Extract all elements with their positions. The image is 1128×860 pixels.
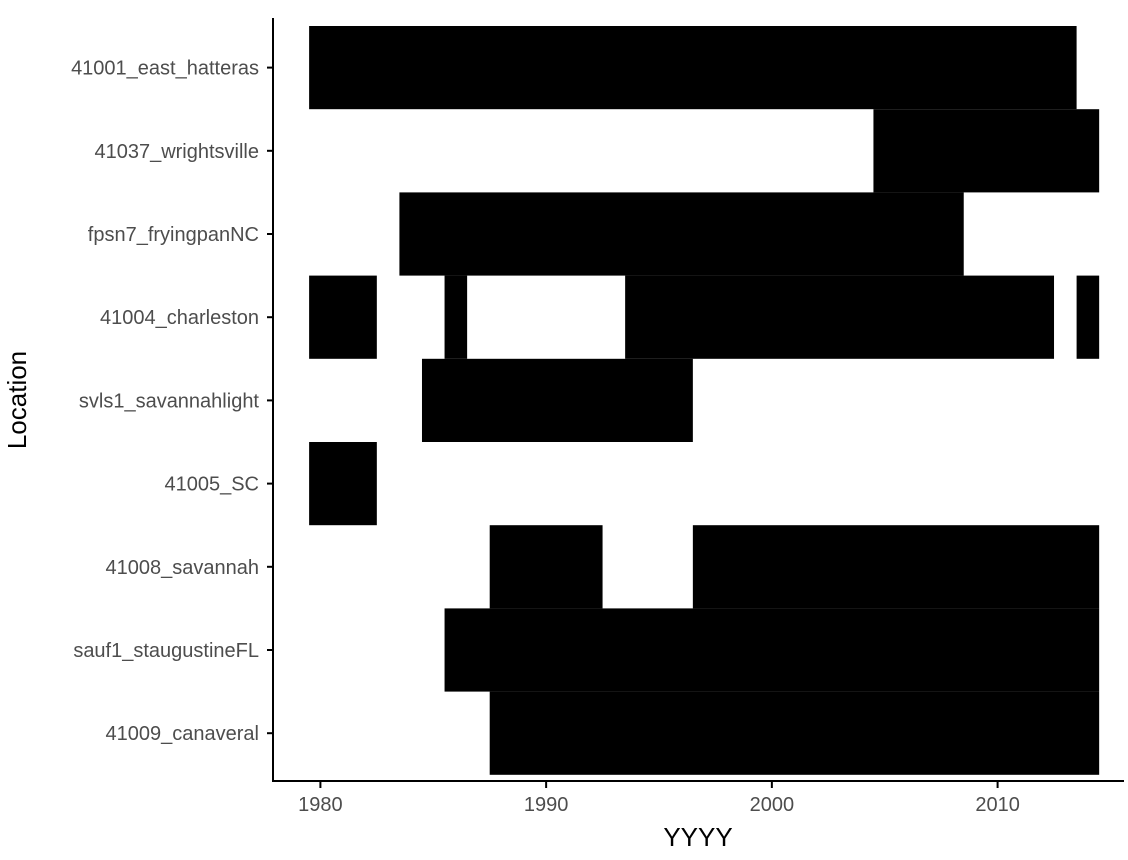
y-axis-ticks: 41001_east_hatteras 41037_wrightsvillefps… xyxy=(71,58,273,745)
bar-sauf1-staugustinefl-1 xyxy=(444,608,1100,692)
y-tick-label: 41004_charleston xyxy=(100,307,259,329)
y-tick-label: sauf1_staugustineFL xyxy=(73,640,259,662)
bar-41037-wrightsville-1 xyxy=(873,109,1100,193)
bar-41004-charleston-3 xyxy=(625,275,1055,359)
x-tick-label: 2010 xyxy=(975,794,1020,816)
y-axis-title: Location xyxy=(2,351,32,449)
bar-41004-charleston-4 xyxy=(1076,275,1100,359)
x-axis-ticks: 1980 1990 2000 2010 xyxy=(298,781,1020,816)
bar-41004-charleston-1 xyxy=(309,275,377,359)
y-tick-label: 41037_wrightsville xyxy=(94,141,259,163)
x-tick-label: 2000 xyxy=(750,794,795,816)
x-tick-label: 1980 xyxy=(298,794,343,816)
y-tick-label: 41009_canaveral xyxy=(106,723,259,745)
bar-svls1-savannahlight-1 xyxy=(421,358,693,442)
bar-41004-charleston-2 xyxy=(444,275,468,359)
bar-41008-savannah-2 xyxy=(692,525,1100,609)
y-tick-label: 41001_east_hatteras xyxy=(71,58,259,80)
bar-41009-canaveral-1 xyxy=(489,691,1100,775)
bar-41001-east-hatteras-1 xyxy=(309,26,1077,110)
bar-fpsn7-fryingpannc-1 xyxy=(399,192,964,276)
y-tick-label: fpsn7_fryingpanNC xyxy=(88,224,259,246)
y-tick-label: svls1_savannahlight xyxy=(79,390,260,412)
x-tick-label: 1990 xyxy=(524,794,569,816)
bar-41005-sc-1 xyxy=(309,442,377,526)
x-axis-title: YYYY xyxy=(663,822,732,852)
y-tick-label: 41005_SC xyxy=(164,474,259,496)
bars-layer xyxy=(309,26,1100,775)
bar-41008-savannah-1 xyxy=(489,525,603,609)
y-tick-label: 41008_savannah xyxy=(106,557,259,579)
